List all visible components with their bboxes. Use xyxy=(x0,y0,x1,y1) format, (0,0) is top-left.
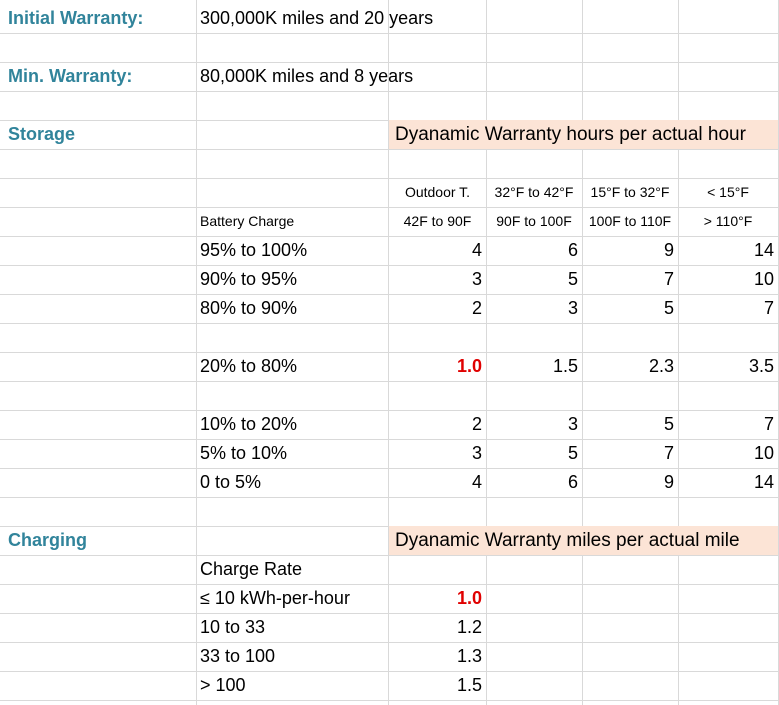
gridline xyxy=(0,323,779,324)
storage-value[interactable]: 5 xyxy=(663,298,674,318)
temp-header-top-2[interactable]: 15°F to 32°F xyxy=(590,184,670,200)
storage-value[interactable]: 6 xyxy=(567,472,578,492)
storage-row-label[interactable]: 10% to 20% xyxy=(200,414,298,434)
charging-value[interactable]: 1.2 xyxy=(456,617,482,637)
charging-row-label[interactable]: > 100 xyxy=(200,675,246,695)
storage-row-label[interactable]: 20% to 80% xyxy=(200,356,298,376)
storage-row-label[interactable]: 5% to 10% xyxy=(200,443,288,463)
storage-value[interactable]: 3.5 xyxy=(748,356,774,376)
gridline xyxy=(0,468,779,469)
storage-row-label[interactable]: 0 to 5% xyxy=(200,472,262,492)
gridline xyxy=(0,700,779,701)
temp-header-bottom-0[interactable]: 42F to 90F xyxy=(403,213,472,229)
storage-value[interactable]: 3 xyxy=(471,269,482,289)
storage-value[interactable]: 1.5 xyxy=(552,356,578,376)
charging-heading[interactable]: Charging xyxy=(8,530,87,550)
charging-banner[interactable]: Dyanamic Warranty miles per actual mile xyxy=(389,526,778,555)
storage-value[interactable]: 3 xyxy=(471,443,482,463)
storage-value[interactable]: 14 xyxy=(753,240,774,260)
storage-value[interactable]: 4 xyxy=(471,472,482,492)
gridline xyxy=(0,294,779,295)
charging-row-label[interactable]: 33 to 100 xyxy=(200,646,276,666)
temp-header-bottom-2[interactable]: 100F to 110F xyxy=(588,213,672,229)
gridline xyxy=(0,149,779,150)
temp-header-bottom-1[interactable]: 90F to 100F xyxy=(496,213,572,229)
storage-row-label[interactable]: 90% to 95% xyxy=(200,269,298,289)
battery-charge-header[interactable]: Battery Charge xyxy=(200,213,295,229)
gridline xyxy=(0,410,779,411)
storage-value[interactable]: 6 xyxy=(567,240,578,260)
gridline xyxy=(0,33,779,34)
charge-rate-header[interactable]: Charge Rate xyxy=(200,559,303,579)
storage-value[interactable]: 10 xyxy=(753,269,774,289)
storage-value[interactable]: 10 xyxy=(753,443,774,463)
gridline xyxy=(0,236,779,237)
charging-row-label[interactable]: ≤ 10 kWh-per-hour xyxy=(200,588,350,608)
storage-banner[interactable]: Dyanamic Warranty hours per actual hour xyxy=(389,120,778,149)
temp-header-bottom-3[interactable]: > 110°F xyxy=(703,213,753,229)
storage-value[interactable]: 9 xyxy=(663,240,674,260)
gridline xyxy=(0,613,779,614)
gridline xyxy=(0,352,779,353)
storage-row-label[interactable]: 95% to 100% xyxy=(200,240,308,260)
charging-value[interactable]: 1.5 xyxy=(456,675,482,695)
temp-header-top-0[interactable]: Outdoor T. xyxy=(404,184,471,200)
storage-value[interactable]: 3 xyxy=(567,414,578,434)
storage-value[interactable]: 2 xyxy=(471,298,482,318)
gridline xyxy=(0,555,779,556)
gridline xyxy=(0,671,779,672)
charging-row-label[interactable]: 10 to 33 xyxy=(200,617,266,637)
gridline xyxy=(0,439,779,440)
storage-value[interactable]: 3 xyxy=(567,298,578,318)
storage-row-label[interactable]: 80% to 90% xyxy=(200,298,298,318)
storage-heading[interactable]: Storage xyxy=(8,124,76,144)
min-warranty-value[interactable]: 80,000K miles and 8 years xyxy=(200,66,414,86)
gridline xyxy=(0,642,779,643)
storage-value[interactable]: 4 xyxy=(471,240,482,260)
gridline xyxy=(0,178,779,179)
storage-value[interactable]: 5 xyxy=(663,414,674,434)
initial-warranty-value[interactable]: 300,000K miles and 20 years xyxy=(200,8,434,28)
gridline xyxy=(0,265,779,266)
storage-value[interactable]: 5 xyxy=(567,443,578,463)
storage-value[interactable]: 7 xyxy=(663,269,674,289)
storage-value[interactable]: 7 xyxy=(763,414,774,434)
storage-value[interactable]: 2.3 xyxy=(648,356,674,376)
storage-value[interactable]: 5 xyxy=(567,269,578,289)
storage-value[interactable]: 9 xyxy=(663,472,674,492)
storage-value[interactable]: 7 xyxy=(663,443,674,463)
gridline xyxy=(0,207,779,208)
initial-warranty-label[interactable]: Initial Warranty: xyxy=(8,8,144,28)
gridline xyxy=(0,584,779,585)
storage-value[interactable]: 14 xyxy=(753,472,774,492)
temp-header-top-3[interactable]: < 15°F xyxy=(707,184,749,200)
storage-value[interactable]: 7 xyxy=(763,298,774,318)
gridline xyxy=(0,497,779,498)
gridline xyxy=(0,381,779,382)
storage-value-highlight[interactable]: 1.0 xyxy=(456,356,482,376)
charging-value-highlight[interactable]: 1.0 xyxy=(456,588,482,608)
charging-value[interactable]: 1.3 xyxy=(456,646,482,666)
gridline xyxy=(0,91,779,92)
temp-header-top-1[interactable]: 32°F to 42°F xyxy=(494,184,574,200)
gridline xyxy=(0,62,779,63)
storage-value[interactable]: 2 xyxy=(471,414,482,434)
min-warranty-label[interactable]: Min. Warranty: xyxy=(8,66,133,86)
